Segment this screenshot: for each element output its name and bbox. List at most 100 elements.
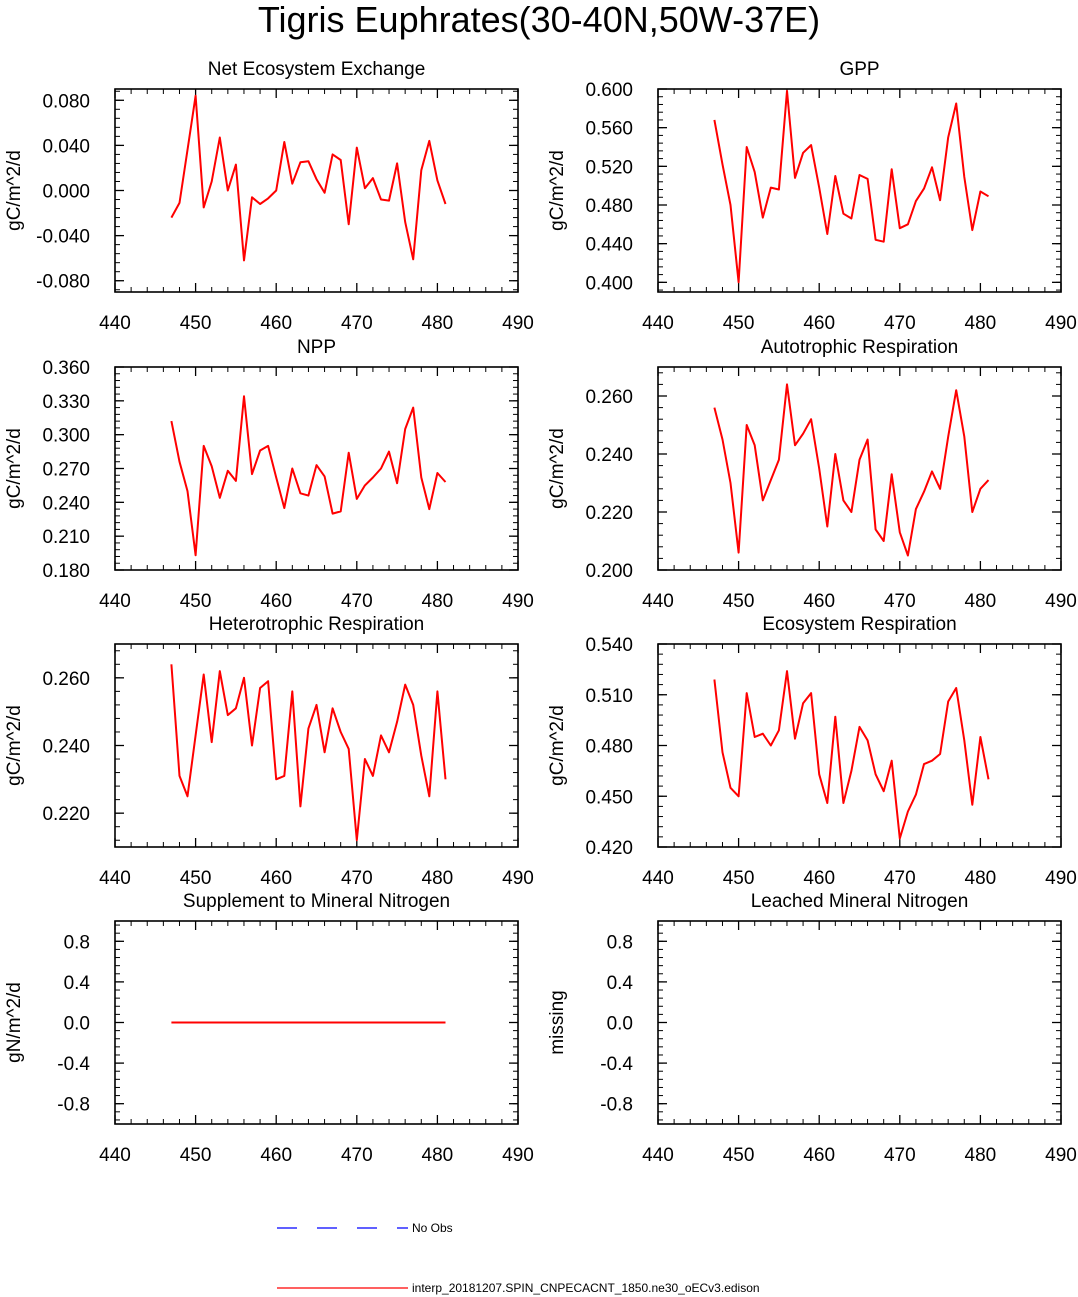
x-tick-label: 490 — [1045, 1145, 1077, 1166]
y-tick-label: 0.240 — [42, 737, 90, 758]
y-tick-label: 0.000 — [42, 182, 90, 203]
x-tick-label: 470 — [884, 313, 916, 334]
panel-gpp: GPP gC/m^2/d 0.400 0.440 0.480 0.520 0.560 0.60… — [547, 59, 1077, 334]
x-tick-label: 470 — [884, 1145, 916, 1166]
series-line-heterotrophic-respiration — [170, 664, 447, 842]
x-tick-label: 490 — [1045, 591, 1077, 612]
y-tick-label: 0.180 — [42, 561, 90, 582]
y-tick-label: -0.080 — [36, 272, 90, 293]
y-tick-label: 0.260 — [585, 387, 633, 408]
x-tick-label: 490 — [502, 1145, 534, 1166]
x-tick-label: 450 — [180, 313, 212, 334]
legend: No Obs interp_20181207.SPIN_CNPECACNT_18… — [277, 1221, 760, 1295]
series-line-gpp — [713, 89, 990, 284]
y-axis-label: gC/m^2/d — [4, 705, 25, 786]
x-tick-label: 490 — [1045, 313, 1077, 334]
x-tick-label: 450 — [723, 313, 755, 334]
y-tick-label: 0.0 — [64, 1014, 90, 1035]
x-tick-label: 480 — [965, 868, 997, 889]
page-title: Tigris Euphrates(30-40N,50W-37E) — [257, 0, 821, 40]
x-tick-label: 470 — [884, 591, 916, 612]
panel-title: NPP — [297, 337, 336, 358]
y-tick-label: 0.540 — [585, 635, 633, 656]
x-tick-label: 440 — [99, 868, 131, 889]
y-tick-label: 0.360 — [42, 358, 90, 379]
series-line-net-ecosystem-exchange — [170, 94, 447, 262]
x-tick-label: 480 — [965, 591, 997, 612]
y-axis-label: gC/m^2/d — [4, 150, 25, 231]
x-tick-label: 490 — [1045, 868, 1077, 889]
x-tick-label: 470 — [341, 868, 373, 889]
plot-frame — [657, 643, 1062, 848]
y-tick-label: 0.220 — [42, 804, 90, 825]
y-tick-label: -0.8 — [600, 1095, 633, 1116]
x-tick-label: 440 — [99, 1145, 131, 1166]
x-tick-label: 450 — [180, 868, 212, 889]
x-tick-label: 460 — [260, 313, 292, 334]
x-tick-label: 460 — [803, 1145, 835, 1166]
legend-obs-label: No Obs — [412, 1221, 453, 1235]
y-tick-label: 0.520 — [585, 157, 633, 178]
x-tick-label: 450 — [723, 1145, 755, 1166]
panel-title: GPP — [839, 59, 879, 80]
x-tick-label: 460 — [260, 868, 292, 889]
y-tick-label: -0.4 — [57, 1054, 90, 1075]
plot-frame — [657, 88, 1062, 293]
x-tick-label: 480 — [422, 591, 454, 612]
series-line-autotrophic-respiration — [713, 383, 990, 557]
plot-frame — [114, 643, 519, 848]
x-tick-label: 490 — [502, 591, 534, 612]
plot-frame — [114, 88, 519, 293]
y-tick-label: 0.240 — [42, 493, 90, 514]
x-tick-label: 440 — [642, 591, 674, 612]
x-tick-label: 450 — [180, 591, 212, 612]
y-tick-label: 0.480 — [585, 737, 633, 758]
y-tick-label: 0.8 — [64, 932, 90, 953]
x-tick-label: 470 — [884, 868, 916, 889]
y-tick-label: 0.240 — [585, 445, 633, 466]
x-tick-label: 440 — [99, 313, 131, 334]
x-tick-label: 440 — [99, 591, 131, 612]
y-tick-label: 0.560 — [585, 119, 633, 140]
panel-title: Supplement to Mineral Nitrogen — [183, 891, 450, 912]
y-axis-label: gN/m^2/d — [4, 982, 25, 1063]
y-axis-label: gC/m^2/d — [547, 150, 568, 231]
x-tick-label: 460 — [260, 591, 292, 612]
y-axis-label: gC/m^2/d — [4, 428, 25, 509]
y-tick-label: 0.260 — [42, 669, 90, 690]
y-tick-label: 0.8 — [607, 932, 633, 953]
x-tick-label: 440 — [642, 313, 674, 334]
y-axis-label: missing — [547, 990, 568, 1054]
panel-ecosystem-respiration: Ecosystem Respiration gC/m^2/d 0.420 0.450 0… — [547, 614, 1077, 889]
panel-title: Leached Mineral Nitrogen — [751, 891, 969, 912]
panel-autotrophic-respiration: Autotrophic Respiration gC/m^2/d 0.200 0.22… — [547, 337, 1077, 612]
legend-model-label: interp_20181207.SPIN_CNPECACNT_1850.ne30… — [412, 1281, 760, 1295]
x-tick-label: 460 — [260, 1145, 292, 1166]
x-tick-label: 470 — [341, 1145, 373, 1166]
y-tick-label: 0.270 — [42, 460, 90, 481]
x-tick-label: 460 — [803, 591, 835, 612]
x-tick-label: 440 — [642, 868, 674, 889]
x-tick-label: 450 — [180, 1145, 212, 1166]
panel-title: Ecosystem Respiration — [762, 614, 956, 635]
y-tick-label: 0.420 — [585, 838, 633, 859]
plot-frame — [657, 920, 1062, 1125]
x-tick-label: 450 — [723, 868, 755, 889]
y-tick-label: -0.040 — [36, 227, 90, 248]
y-axis-label: gC/m^2/d — [547, 705, 568, 786]
x-tick-label: 480 — [965, 313, 997, 334]
series-line-npp — [170, 395, 447, 557]
x-tick-label: 480 — [965, 1145, 997, 1166]
y-tick-label: 0.200 — [585, 561, 633, 582]
x-tick-label: 460 — [803, 868, 835, 889]
panel-title: Autotrophic Respiration — [761, 337, 959, 358]
x-tick-label: 480 — [422, 868, 454, 889]
x-tick-label: 440 — [642, 1145, 674, 1166]
y-tick-label: 0.4 — [64, 973, 91, 994]
y-tick-label: 0.4 — [607, 973, 634, 994]
y-tick-label: 0.080 — [42, 91, 90, 112]
y-tick-label: -0.4 — [600, 1054, 633, 1075]
y-tick-label: 0.600 — [585, 80, 633, 101]
y-axis-label: gC/m^2/d — [547, 428, 568, 509]
